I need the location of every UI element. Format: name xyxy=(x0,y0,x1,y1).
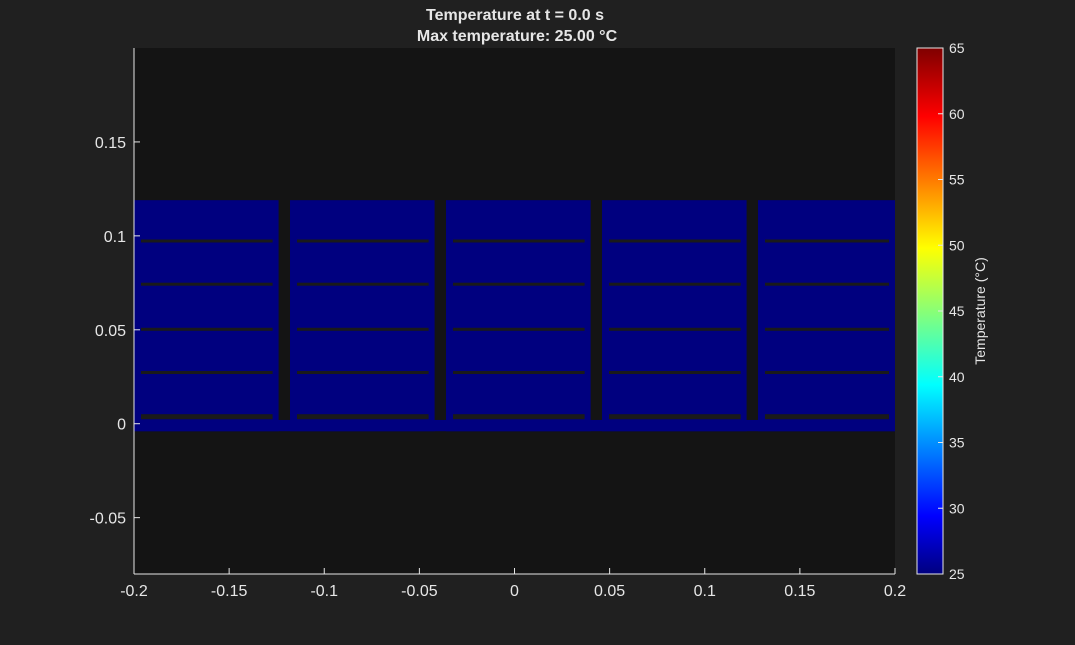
module-region xyxy=(290,200,435,432)
x-tick-label: -0.2 xyxy=(120,583,148,600)
internal-gap xyxy=(609,282,741,286)
x-axis-ticks: -0.2 -0.15 -0.1 -0.05 0 0.05 0.1 0.15 0.2 xyxy=(120,568,906,600)
module-region xyxy=(602,200,747,432)
module-region xyxy=(758,200,895,432)
colorbar-tick-label: 45 xyxy=(949,303,965,319)
base-strip xyxy=(134,419,895,432)
internal-gap xyxy=(453,239,585,243)
x-tick-label: 0 xyxy=(510,583,519,600)
x-tick-label: 0.05 xyxy=(594,583,625,600)
internal-gap xyxy=(141,327,273,331)
internal-gap xyxy=(297,370,429,374)
x-tick-label: -0.05 xyxy=(401,583,438,600)
y-tick-label: -0.05 xyxy=(90,511,127,528)
chart-title: Temperature at t = 0.0 s xyxy=(426,7,604,24)
internal-gap xyxy=(609,327,741,331)
internal-gap xyxy=(765,327,889,331)
internal-gap xyxy=(609,239,741,243)
module-region xyxy=(446,200,591,432)
x-tick-label: -0.15 xyxy=(211,583,248,600)
y-tick-label: 0.1 xyxy=(104,229,126,246)
colorbar-label: Temperature (°C) xyxy=(972,257,988,365)
internal-gap xyxy=(609,370,741,374)
chart-subtitle: Max temperature: 25.00 °C xyxy=(417,28,618,45)
y-tick-label: 0.15 xyxy=(95,135,126,152)
internal-gap xyxy=(297,239,429,243)
internal-gap xyxy=(453,414,585,420)
y-tick-label: 0.05 xyxy=(95,323,126,340)
internal-gap xyxy=(141,370,273,374)
internal-gap xyxy=(141,239,273,243)
y-axis-ticks: 0.15 0.1 0.05 0 -0.05 xyxy=(90,135,140,528)
internal-gap xyxy=(297,414,429,420)
internal-gap xyxy=(141,414,273,420)
x-tick-label: 0.1 xyxy=(694,583,716,600)
internal-gap xyxy=(453,282,585,286)
colorbar-tick-label: 25 xyxy=(949,566,965,582)
internal-gap xyxy=(297,327,429,331)
internal-gap xyxy=(453,327,585,331)
colorbar-tick-label: 55 xyxy=(949,172,965,188)
x-tick-label: 0.15 xyxy=(784,583,815,600)
internal-gap xyxy=(765,239,889,243)
internal-gap xyxy=(765,370,889,374)
colorbar-tick-label: 40 xyxy=(949,369,965,385)
colorbar-tick-label: 50 xyxy=(949,237,965,253)
colorbar-tick-label: 35 xyxy=(949,435,965,451)
colorbar-ticks: 65 60 55 50 45 40 35 30 25 xyxy=(938,40,965,582)
colorbar-tick-label: 60 xyxy=(949,106,965,122)
internal-gap xyxy=(297,282,429,286)
module-region xyxy=(134,200,279,432)
y-tick-label: 0 xyxy=(117,417,126,434)
internal-gap xyxy=(141,282,273,286)
colorbar-tick-label: 65 xyxy=(949,40,965,56)
heatmap-field xyxy=(134,200,895,432)
x-tick-label: 0.2 xyxy=(884,583,906,600)
internal-gap xyxy=(765,414,889,420)
internal-gap xyxy=(765,282,889,286)
internal-gap xyxy=(453,370,585,374)
internal-gap xyxy=(609,414,741,420)
colorbar-tick-label: 30 xyxy=(949,500,965,516)
x-tick-label: -0.1 xyxy=(310,583,338,600)
